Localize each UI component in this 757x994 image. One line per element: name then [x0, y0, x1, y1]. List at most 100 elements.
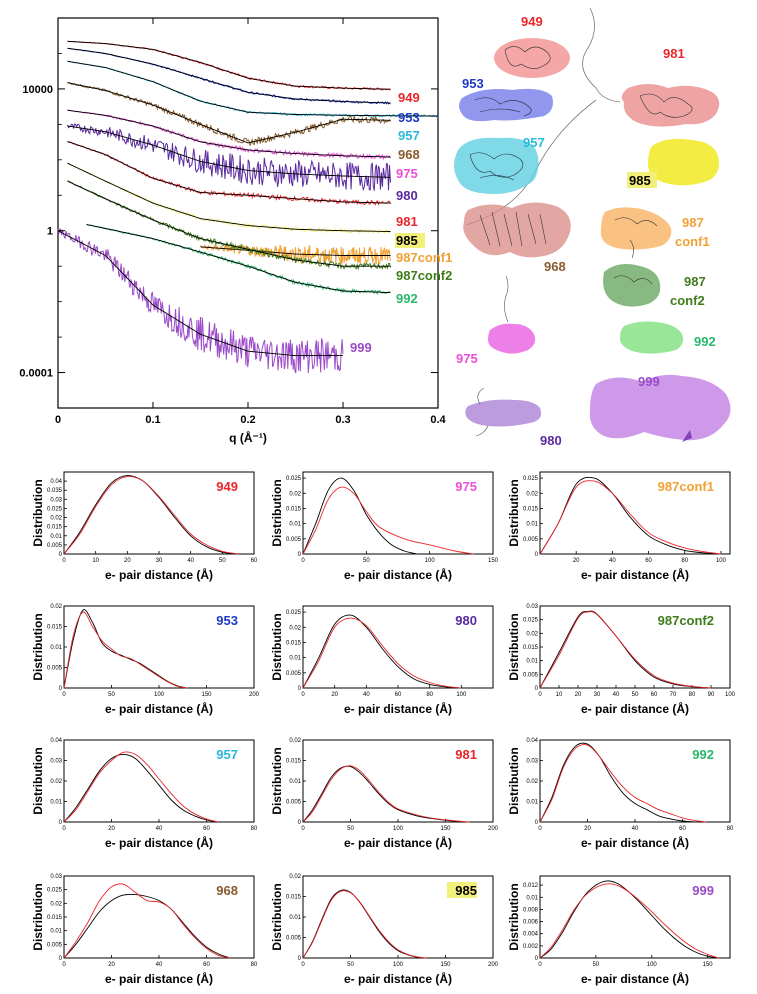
pdf-x-tick-label: 20 [575, 692, 582, 698]
pdf-panel-999: 0 50 100 150 0 0.002 0.004 0.006 0.008 0.01 0.012 9… [507, 875, 731, 986]
pdf-curve-exp [539, 611, 712, 689]
pdf-y-tick-label: 0.008 [523, 907, 539, 913]
structure-953 [459, 88, 553, 122]
pdf-frame [539, 605, 731, 689]
pdf-y-tick-label: 0.002 [523, 944, 539, 950]
pdf-panel-label: 968 [216, 883, 238, 898]
pdf-y-tick-label: 0.015 [47, 625, 63, 631]
structure-label-987b: 987 [684, 274, 706, 289]
pdf-panel-label: 999 [692, 883, 714, 898]
pdf-y-tick-label: 0 [298, 820, 302, 826]
pdf-y-tick-label: 0.02 [50, 779, 62, 785]
pdf-y-axis-label: Distribution [270, 613, 284, 680]
saxs-fit-968 [67, 82, 391, 144]
pdf-x-axis-label: e- pair distance (Å) [581, 567, 689, 582]
structure-label-981: 981 [663, 46, 685, 61]
pdf-y-tick-label: 0.03 [526, 604, 538, 610]
pdf-x-tick-label: 80 [727, 826, 734, 832]
pdf-frame [63, 471, 255, 555]
structure-label-992: 992 [694, 334, 716, 349]
pdf-x-tick-label: 50 [363, 558, 370, 564]
pdf-y-tick-label: 0.03 [526, 759, 538, 765]
pdf-curve-fit [539, 476, 722, 555]
pdf-x-tick-label: 60 [395, 692, 402, 698]
pdf-y-tick-label: 0.005 [523, 672, 539, 678]
pdf-x-tick-label: 30 [594, 692, 601, 698]
pdf-x-tick-label: 40 [363, 692, 370, 698]
saxs-label-975: 975 [396, 166, 418, 181]
pdf-x-tick-label: 40 [632, 826, 639, 832]
pdf-x-tick-label: 50 [593, 962, 600, 968]
pdf-y-tick-label: 0 [59, 686, 63, 692]
saxs-x-axis-label: q (Å⁻¹) [229, 430, 267, 445]
pdf-panel-label: 987conf2 [658, 613, 714, 628]
pdf-y-tick-label: 0.005 [523, 537, 539, 543]
pdf-y-tick-label: 0.01 [526, 800, 538, 806]
pdf-y-tick-label: 0.015 [523, 645, 539, 651]
pdf-y-tick-label: 0.04 [50, 738, 62, 744]
pdf-y-axis-label: Distribution [507, 479, 521, 546]
structure-987-conf1 [600, 207, 672, 250]
pdf-x-tick-label: 20 [108, 962, 115, 968]
pdf-x-tick-label: 200 [249, 692, 260, 698]
pdf-x-tick-label: 0 [62, 962, 66, 968]
structure-renderings [454, 7, 731, 442]
structure-999 [589, 374, 731, 442]
pdf-y-tick-label: 0.01 [289, 522, 301, 528]
pdf-x-tick-label: 80 [251, 962, 258, 968]
saxs-y-tick-label: 10000 [22, 84, 53, 96]
saxs-ticks: 0 0.1 0.2 0.3 0.4 0.0001 1 10000 [19, 18, 447, 426]
pdf-curve-fit [63, 753, 219, 823]
pdf-x-tick-label: 80 [426, 692, 433, 698]
pdf-x-axis-label: e- pair distance (Å) [105, 835, 213, 850]
pdf-curve-fit [63, 893, 231, 959]
pdf-y-tick-label: 0.005 [47, 543, 63, 549]
saxs-fit-985 [67, 162, 391, 232]
pdf-x-tick-label: 80 [689, 692, 696, 698]
pdf-x-tick-label: 90 [708, 692, 715, 698]
pdf-y-tick-label: 0.015 [286, 895, 302, 901]
saxs-plot-frame [57, 17, 439, 409]
pdf-x-tick-label: 50 [347, 962, 354, 968]
saxs-fit-999 [57, 230, 343, 357]
structure-label-968: 968 [544, 259, 566, 274]
saxs-data-968 [67, 81, 391, 146]
pdf-x-tick-label: 100 [716, 558, 727, 564]
structure-label-987a: 987 [682, 215, 704, 230]
pdf-x-tick-label: 40 [156, 826, 163, 832]
pdf-x-tick-label: 0 [301, 826, 305, 832]
pdf-x-tick-label: 20 [331, 692, 338, 698]
pdf-x-tick-label: 0 [538, 962, 542, 968]
structure-label-985: 985 [629, 173, 651, 188]
pdf-curve-exp [302, 890, 427, 959]
pdf-curve-exp [539, 480, 722, 555]
pdf-y-axis-label: Distribution [270, 479, 284, 546]
pdf-y-tick-label: 0.015 [286, 640, 302, 646]
saxs-x-tick-label: 0.1 [145, 414, 160, 426]
saxs-label-985: 985 [396, 233, 418, 248]
pdf-panel-label: 975 [455, 479, 477, 494]
pdf-y-axis-label: Distribution [31, 613, 45, 680]
pdf-y-tick-label: 0.025 [47, 506, 63, 512]
saxs-curves [57, 40, 439, 374]
pdf-x-tick-label: 100 [154, 692, 165, 698]
structure-label-975: 975 [456, 351, 478, 366]
pdf-y-tick-label: 0.035 [47, 488, 63, 494]
pdf-curve-exp [539, 744, 707, 823]
pdf-y-tick-label: 0.01 [526, 895, 538, 901]
saxs-label-981: 981 [396, 214, 418, 229]
pdf-panel-987conf1: 20 40 60 80 100 0 0.005 0.01 0.015 0.02 0.025 987co… [507, 471, 731, 582]
structure-992 [620, 321, 684, 354]
pdf-x-tick-label: 150 [703, 962, 714, 968]
structure-949 [494, 38, 570, 78]
pdf-y-axis-label: Distribution [507, 883, 521, 950]
pdf-y-tick-label: 0 [535, 820, 539, 826]
pdf-curve-fit [302, 765, 470, 823]
pdf-y-axis-label: Distribution [270, 883, 284, 950]
saxs-label-980: 980 [396, 188, 418, 203]
pdf-x-tick-label: 40 [613, 692, 620, 698]
pdf-x-tick-label: 60 [203, 962, 210, 968]
pdf-x-tick-label: 0 [301, 962, 305, 968]
pdf-x-tick-label: 60 [651, 692, 658, 698]
pdf-y-tick-label: 0.015 [286, 759, 302, 765]
